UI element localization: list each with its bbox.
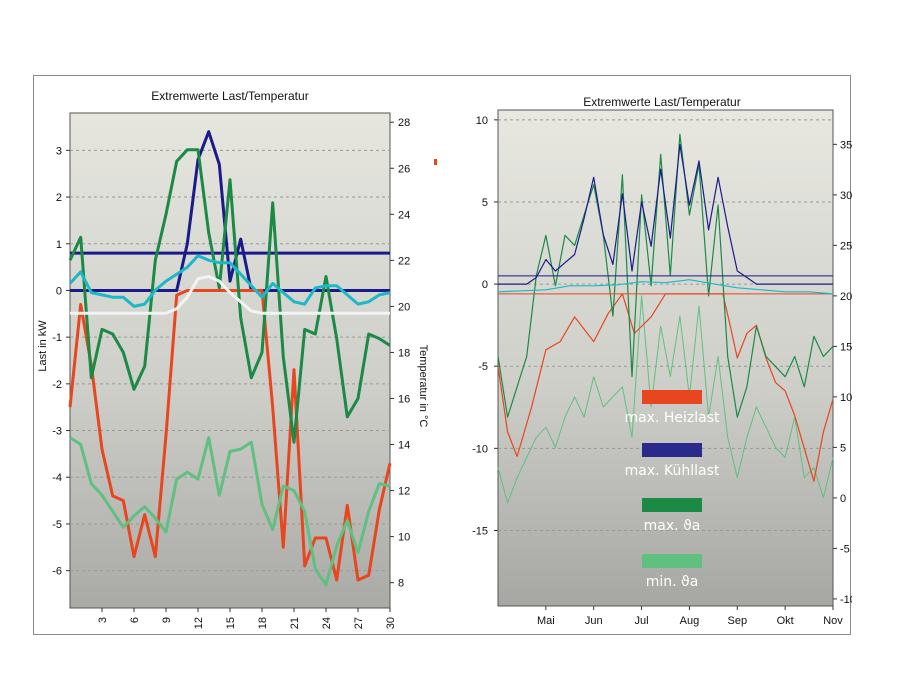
left-y2-tick-label: 14 (398, 440, 410, 452)
left-series-inner-temp (68, 254, 391, 308)
left-chart-title: Extremwerte Last/Temperatur (151, 89, 308, 103)
left-y-tick-label: -4 (52, 472, 62, 484)
left-x-tick-label: 24 (321, 617, 333, 629)
legend-swatch (642, 390, 702, 404)
right-y-tick-label: -10 (472, 443, 488, 455)
left-x-tick-label: 9 (161, 617, 173, 623)
charts-canvas: Extremwerte Last/Temperatur 3210-1-2-3-4… (37, 89, 852, 629)
left-y2-tick-label: 16 (398, 393, 410, 405)
right-chart-legend: max. Heizlast max. Kühllast max. ϑa min. ϑa (624, 390, 720, 590)
left-y-tick-label: 0 (56, 285, 62, 297)
left-y2-tick-label: 26 (398, 163, 410, 175)
right-y-tick-label: 5 (482, 197, 488, 209)
left-y2-tick-label: 12 (398, 486, 410, 498)
left-x-tick-label: 21 (289, 617, 301, 629)
right-y2-tick-label: 30 (840, 190, 852, 202)
right-y2-tick-label: 10 (840, 392, 852, 404)
left-series-setpoint-temp (70, 275, 390, 315)
left-series-max-temp (68, 148, 391, 444)
right-y2-tick-label: 20 (840, 291, 852, 303)
right-y-tick-label: -5 (478, 361, 488, 373)
right-y2-tick-label: -10 (840, 594, 852, 606)
right-series-max-kuehllast (498, 143, 833, 285)
left-y2-tick-label: 20 (398, 301, 410, 313)
left-x-tick-label: 30 (385, 617, 397, 629)
right-y2-tick-label: 0 (840, 493, 846, 505)
right-y-tick-label: 10 (476, 115, 488, 127)
right-plot-area (497, 109, 834, 607)
left-edge-marker (434, 159, 437, 165)
left-x-tick-label: 12 (193, 617, 205, 629)
right-series-max-temp (497, 133, 834, 418)
right-y2-tick-label: -5 (840, 543, 850, 555)
left-y-tick-label: 2 (56, 192, 62, 204)
left-x-tick-label: 27 (353, 617, 365, 629)
right-y2-tick-label: 25 (840, 240, 852, 252)
left-y-tick-label: 1 (56, 239, 62, 251)
right-y-tick-label: 0 (482, 279, 488, 291)
left-y-tick-label: -5 (52, 519, 62, 531)
left-y-tick-label: -3 (52, 426, 62, 438)
right-series-min-temp (497, 295, 834, 504)
right-x-tick-label: Mai (537, 615, 555, 627)
left-y-tick-label: -2 (52, 379, 62, 391)
right-y2-tick-label: 15 (840, 341, 852, 353)
right-x-tick-label: Nov (823, 615, 843, 627)
left-y-axis-label: Last in kW (37, 320, 49, 372)
legend-swatch (642, 443, 702, 457)
legend-label: max. Heizlast (624, 410, 720, 426)
left-x-tick-label: 18 (257, 617, 269, 629)
right-x-tick-label: Jun (585, 615, 603, 627)
right-y-tick-label: -15 (472, 525, 488, 537)
left-series-min-temp (69, 436, 391, 587)
right-y2-tick-label: 5 (840, 442, 846, 454)
left-y-tick-label: 3 (56, 145, 62, 157)
left-x-tick-label: 6 (129, 617, 141, 623)
left-y2-tick-label: 10 (398, 532, 410, 544)
left-y-tick-label: -6 (52, 566, 62, 578)
legend-swatch (642, 498, 702, 512)
legend-label: max. Kühllast (625, 463, 720, 479)
left-series-max-kuehllast (70, 130, 390, 292)
left-x-tick-label: 3 (97, 617, 109, 623)
left-x-tick-label: 15 (225, 617, 237, 629)
right-chart-title: Extremwerte Last/Temperatur (583, 95, 740, 109)
right-x-tick-label: Aug (680, 615, 700, 627)
legend-label: max. ϑa (644, 518, 701, 534)
right-chart: Extremwerte Last/Temperatur 10 5 0 -5 -10 -15… (472, 95, 852, 627)
legend-label: min. ϑa (646, 574, 699, 590)
left-y2-tick-label: 28 (398, 117, 410, 129)
left-y2-tick-label: 18 (398, 347, 410, 359)
right-x-tick-label: Okt (777, 615, 794, 627)
right-x-tick-label: Sep (727, 615, 747, 627)
legend-swatch (642, 554, 702, 568)
chart-frame: Extremwerte Last/Temperatur 3 2 1 0 -1 -2 -3 -4… (33, 75, 852, 635)
left-y2-axis-label: Temperatur in °C (417, 345, 429, 428)
left-y2-tick-label: 8 (398, 578, 404, 590)
left-chart: Extremwerte Last/Temperatur 3210-1-2-3-4… (37, 89, 437, 629)
right-x-tick-label: Jul (635, 615, 649, 627)
left-y2-tick-label: 22 (398, 255, 410, 267)
right-series-inner-temp (497, 279, 834, 295)
right-y2-tick-label: 35 (840, 139, 852, 151)
left-y-tick-label: -1 (52, 332, 62, 344)
left-y2-tick-label: 24 (398, 209, 410, 221)
